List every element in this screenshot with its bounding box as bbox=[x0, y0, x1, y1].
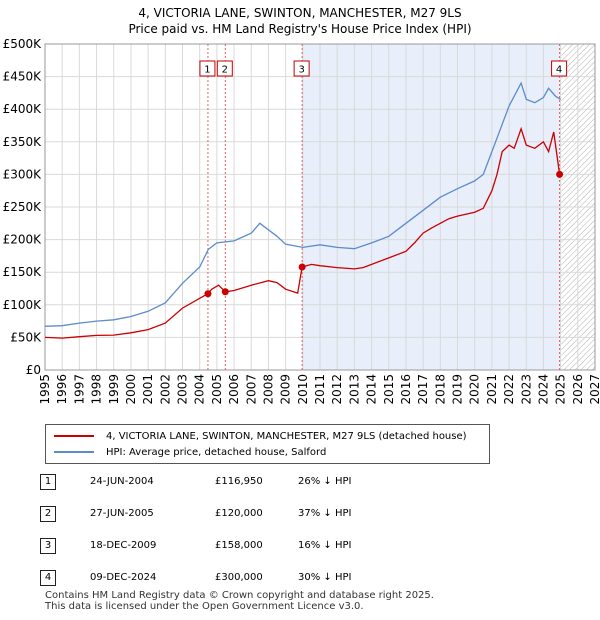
x-tick-label: 2012 bbox=[330, 374, 344, 405]
series-line-hpi bbox=[44, 81, 561, 327]
transaction-label-box bbox=[216, 60, 233, 77]
legend-label-hpi: HPI: Average price, detached house, Salf… bbox=[106, 446, 327, 458]
transaction-date: 18-DEC-2009 bbox=[90, 540, 157, 551]
x-tick-label: 2018 bbox=[433, 374, 447, 405]
x-tick-label: 2017 bbox=[416, 374, 430, 405]
plot-border bbox=[44, 43, 596, 371]
transaction-label-box bbox=[293, 60, 310, 77]
legend-swatch-hpi bbox=[54, 451, 94, 453]
x-tick-label: 2023 bbox=[519, 374, 533, 405]
y-tick-label: £50K bbox=[10, 330, 42, 344]
transaction-label-number: 1 bbox=[204, 65, 210, 76]
x-tick-label: 2005 bbox=[210, 374, 224, 405]
y-tick-label: £0 bbox=[26, 363, 41, 377]
transaction-price: £158,000 bbox=[215, 540, 263, 551]
chart-title-line2: Price paid vs. HM Land Registry's House … bbox=[128, 22, 472, 36]
y-tick-label: £400K bbox=[3, 102, 43, 116]
transaction-price: £116,950 bbox=[215, 476, 263, 487]
transaction-label-box bbox=[551, 60, 568, 77]
transaction-hpi-diff: 16% ↓ HPI bbox=[298, 540, 352, 551]
transaction-point bbox=[556, 170, 564, 178]
x-tick-label: 1998 bbox=[90, 374, 104, 405]
x-tick-label: 2010 bbox=[296, 374, 310, 405]
x-tick-label: 2024 bbox=[536, 374, 550, 405]
transaction-date: 09-DEC-2024 bbox=[90, 572, 157, 583]
x-tick-label: 2006 bbox=[227, 374, 241, 405]
x-tick-label: 2022 bbox=[502, 374, 516, 405]
x-tick-label: 2027 bbox=[588, 374, 600, 405]
x-tick-label: 2004 bbox=[193, 374, 207, 405]
x-tick-label: 2019 bbox=[451, 374, 465, 405]
footer-line1: Contains HM Land Registry data © Crown c… bbox=[45, 590, 434, 601]
price-chart: £0 £50K £100K £150K £200K £250K £300K £350K £400… bbox=[3, 37, 600, 405]
x-tick-label: 2009 bbox=[279, 374, 293, 405]
y-tick-label: £350K bbox=[3, 135, 43, 149]
x-tick-label: 2020 bbox=[468, 374, 482, 405]
legend-swatch-price bbox=[54, 435, 94, 437]
x-tick-label: 2025 bbox=[554, 374, 568, 405]
chart-title-line1: 4, VICTORIA LANE, SWINTON, MANCHESTER, M… bbox=[138, 6, 462, 20]
table-row: 4 09-DEC-2024 £300,000 30% ↓ HPI bbox=[40, 570, 580, 590]
table-row: 1 24-JUN-2004 £116,950 26% ↓ HPI bbox=[40, 474, 580, 494]
transaction-hpi-diff: 30% ↓ HPI bbox=[298, 572, 352, 583]
table-row: 2 27-JUN-2005 £120,000 37% ↓ HPI bbox=[40, 506, 580, 526]
transaction-point bbox=[221, 288, 229, 296]
x-tick-label: 1996 bbox=[55, 374, 69, 405]
transaction-number: 3 bbox=[40, 538, 56, 554]
transaction-label-number: 2 bbox=[222, 65, 228, 76]
x-tick-label: 2011 bbox=[313, 374, 327, 405]
x-tick-label: 2021 bbox=[485, 374, 499, 405]
x-tick-label: 2001 bbox=[141, 374, 155, 405]
x-tick-label: 2003 bbox=[176, 374, 190, 405]
y-tick-label: £150K bbox=[3, 265, 43, 279]
transaction-number: 2 bbox=[40, 506, 56, 522]
series-line-price bbox=[44, 126, 563, 339]
x-tick-label: 2014 bbox=[365, 374, 379, 405]
transaction-point bbox=[204, 290, 212, 298]
footer-line2: This data is licensed under the Open Gov… bbox=[45, 601, 364, 612]
y-tick-label: £250K bbox=[3, 200, 43, 214]
x-tick-label: 2007 bbox=[244, 374, 258, 405]
x-tick-label: 2013 bbox=[347, 374, 361, 405]
chart-title: 4, VICTORIA LANE, SWINTON, MANCHESTER, M… bbox=[0, 5, 600, 37]
x-tick-label: 1995 bbox=[38, 374, 52, 405]
table-row: 3 18-DEC-2009 £158,000 16% ↓ HPI bbox=[40, 538, 580, 558]
x-tick-label: 1997 bbox=[72, 374, 86, 405]
y-tick-label: £450K bbox=[3, 70, 43, 84]
transaction-hpi-diff: 26% ↓ HPI bbox=[298, 476, 352, 487]
legend: 4, VICTORIA LANE, SWINTON, MANCHESTER, M… bbox=[45, 424, 490, 464]
y-tick-label: £300K bbox=[3, 167, 43, 181]
transaction-number: 4 bbox=[40, 570, 56, 586]
transaction-hpi-diff: 37% ↓ HPI bbox=[298, 508, 352, 519]
transaction-label-number: 4 bbox=[556, 65, 562, 76]
legend-item-hpi: HPI: Average price, detached house, Salf… bbox=[54, 445, 326, 459]
x-tick-label: 1999 bbox=[107, 374, 121, 405]
transaction-label-number: 3 bbox=[298, 65, 304, 76]
transaction-date: 24-JUN-2004 bbox=[90, 476, 154, 487]
transaction-date: 27-JUN-2005 bbox=[90, 508, 154, 519]
x-tick-label: 2002 bbox=[158, 374, 172, 405]
y-tick-label: £500K bbox=[3, 37, 43, 51]
x-tick-label: 2026 bbox=[571, 374, 585, 405]
footer: Contains HM Land Registry data © Crown c… bbox=[45, 590, 434, 612]
x-tick-label: 2008 bbox=[261, 374, 275, 405]
x-tick-label: 2000 bbox=[124, 374, 138, 405]
y-tick-label: £200K bbox=[3, 233, 43, 247]
x-tick-label: 2015 bbox=[382, 374, 396, 405]
y-tick-label: £100K bbox=[3, 298, 43, 312]
transaction-label-box bbox=[199, 60, 216, 77]
transaction-point bbox=[298, 263, 306, 271]
legend-item-price: 4, VICTORIA LANE, SWINTON, MANCHESTER, M… bbox=[54, 429, 467, 443]
legend-label-price: 4, VICTORIA LANE, SWINTON, MANCHESTER, M… bbox=[106, 430, 467, 442]
x-tick-label: 2016 bbox=[399, 374, 413, 405]
transaction-price: £300,000 bbox=[215, 572, 263, 583]
transaction-number: 1 bbox=[40, 474, 56, 490]
transaction-price: £120,000 bbox=[215, 508, 263, 519]
